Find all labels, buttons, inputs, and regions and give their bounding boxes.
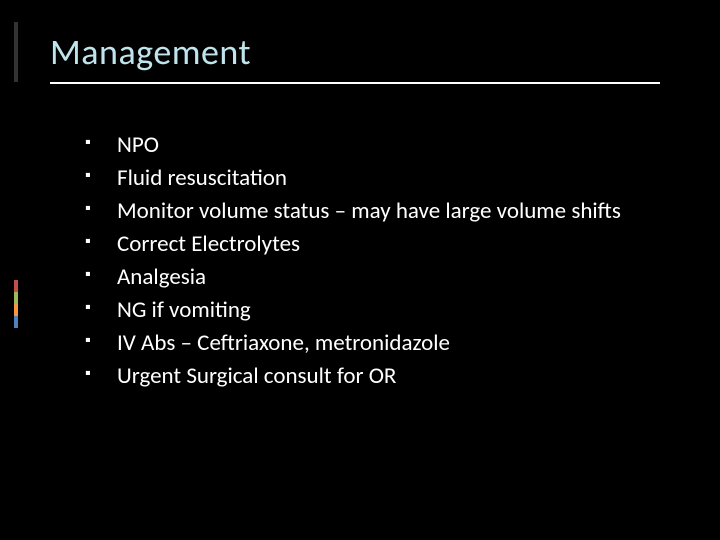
- bullet-list: NPO Fluid resuscitation Monitor volume s…: [85, 130, 655, 394]
- list-item: Monitor volume status – may have large v…: [85, 196, 655, 227]
- list-item: NG if vomiting: [85, 295, 655, 326]
- list-item: Fluid resuscitation: [85, 163, 655, 194]
- slide-title: Management: [50, 30, 251, 74]
- slide: Management NPO Fluid resuscitation Monit…: [0, 0, 720, 540]
- list-item: Urgent Surgical consult for OR: [85, 361, 655, 392]
- list-item: NPO: [85, 130, 655, 161]
- accent-stripe: [14, 280, 18, 292]
- accent-stripe: [14, 292, 18, 304]
- list-item: IV Abs – Ceftriaxone, metronidazole: [85, 328, 655, 359]
- accent-stripe: [14, 304, 18, 316]
- title-underline: [50, 82, 660, 84]
- accent-bar-top: [14, 22, 18, 82]
- list-item: Correct Electrolytes: [85, 229, 655, 260]
- list-item: Analgesia: [85, 262, 655, 293]
- accent-stripe: [14, 316, 18, 328]
- accent-bar-mid: [14, 280, 18, 330]
